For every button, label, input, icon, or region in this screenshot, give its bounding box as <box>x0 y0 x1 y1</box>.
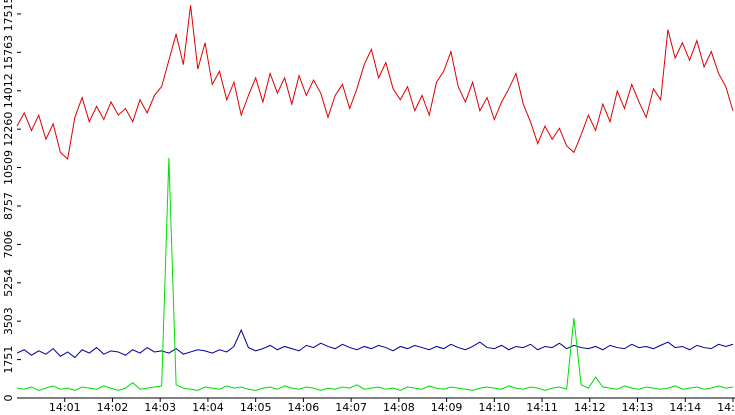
y-tick-label: 5254 <box>2 269 15 297</box>
y-tick-label: 3503 <box>2 307 15 335</box>
y-tick-label: 17515 <box>2 0 15 31</box>
series-line <box>16 328 734 359</box>
x-tick-label: 14:14 <box>669 401 701 414</box>
x-tick-label: 14:02 <box>97 401 129 414</box>
x-tick-label: 14:07 <box>335 401 367 414</box>
y-tick-label: 8757 <box>2 192 15 220</box>
x-tick-label: 14:09 <box>431 401 463 414</box>
x-tick-label: 14:15 <box>717 401 735 414</box>
x-tick-label: 14:05 <box>240 401 272 414</box>
series-line <box>16 157 734 391</box>
x-tick-label: 14:13 <box>622 401 654 414</box>
x-tick-label: 14:12 <box>574 401 606 414</box>
y-tick-label: 12260 <box>2 112 15 147</box>
y-tick-label: 0 <box>2 395 15 402</box>
y-tick-label: 14012 <box>2 73 15 108</box>
x-tick-label: 14:03 <box>144 401 176 414</box>
series-line <box>16 5 734 160</box>
y-tick-label: 7006 <box>2 230 15 258</box>
y-tick-label: 15763 <box>2 35 15 70</box>
y-tick-label: 1751 <box>2 346 15 374</box>
x-tick-label: 14:06 <box>288 401 320 414</box>
x-tick-label: 14:08 <box>383 401 415 414</box>
x-tick-label: 14:10 <box>478 401 510 414</box>
y-tick-label: 10509 <box>2 150 15 185</box>
x-tick-label: 14:11 <box>526 401 558 414</box>
x-tick-label: 14:04 <box>192 401 224 414</box>
x-tick-label: 14:01 <box>49 401 81 414</box>
